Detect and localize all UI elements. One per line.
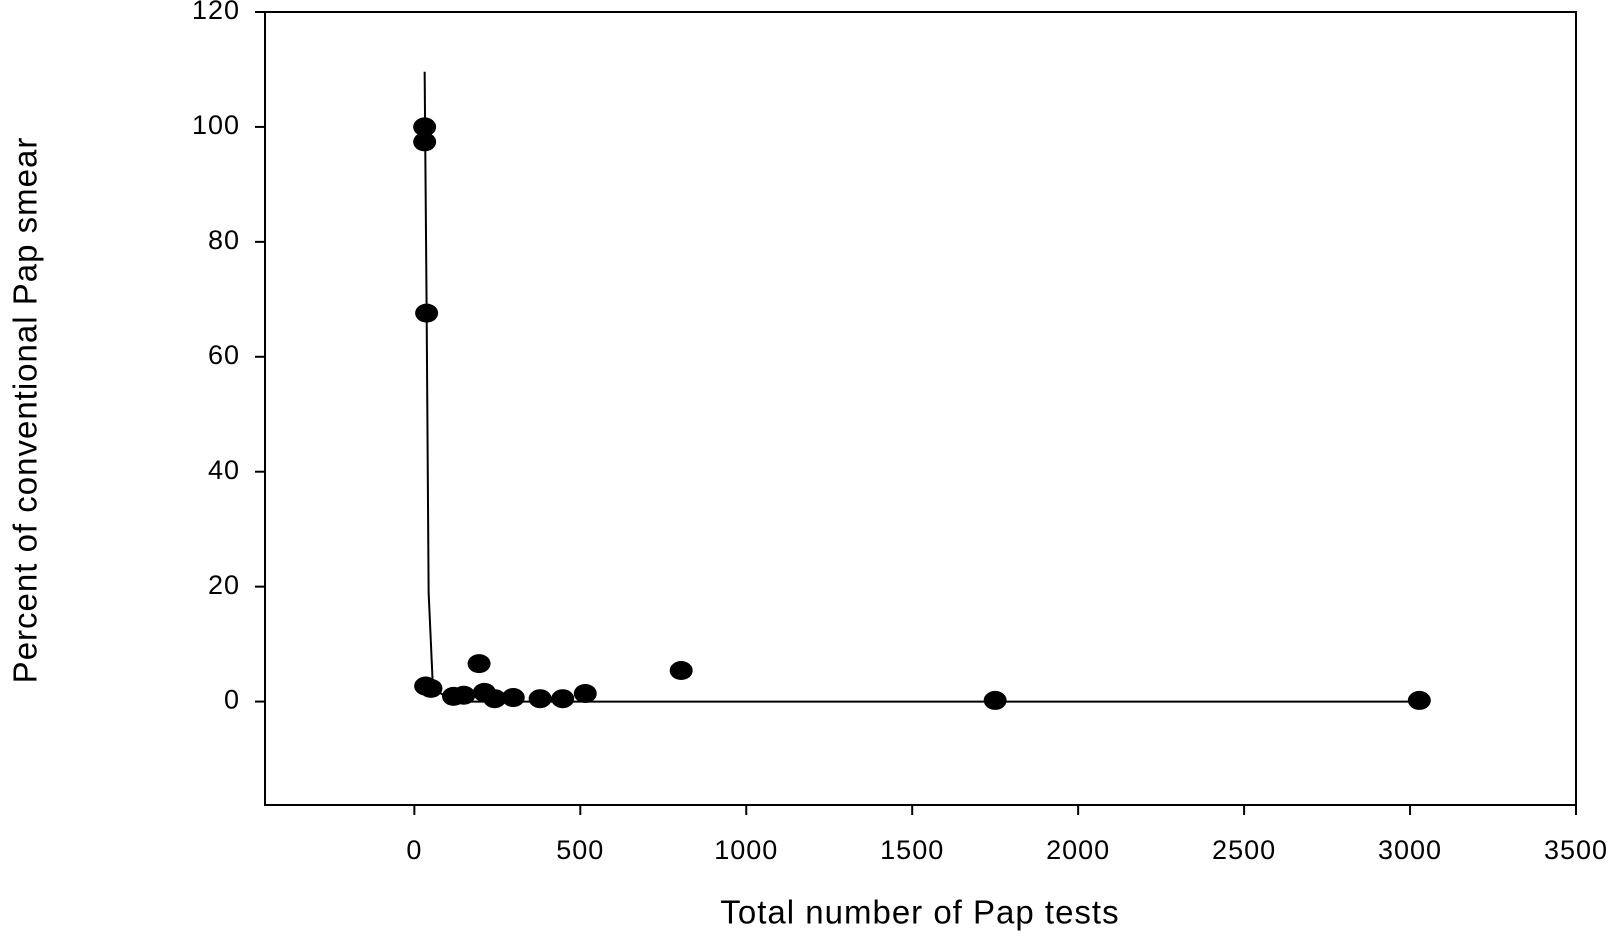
y-tick-label: 60 <box>208 340 240 370</box>
data-point <box>452 685 476 705</box>
data-point <box>415 303 439 323</box>
data-point <box>1407 690 1431 710</box>
y-tick-label: 20 <box>208 570 240 600</box>
x-axis-title: Total number of Pap tests <box>720 894 1119 931</box>
x-tick-label: 3500 <box>1544 835 1608 865</box>
x-tick-label: 3000 <box>1378 835 1442 865</box>
data-point <box>669 661 693 681</box>
data-point <box>528 689 552 709</box>
data-point <box>501 688 525 708</box>
data-point <box>419 678 443 698</box>
x-tick-label: 1000 <box>714 835 778 865</box>
x-tick-label: 0 <box>406 835 422 865</box>
data-point <box>467 654 491 674</box>
plot-frame <box>264 11 1577 806</box>
y-tick-label: 40 <box>208 455 240 485</box>
data-point <box>983 690 1007 710</box>
x-tick-label: 2500 <box>1212 835 1276 865</box>
x-tick-label: 1500 <box>880 835 944 865</box>
data-point <box>573 684 597 704</box>
y-tick-label: 0 <box>224 685 240 715</box>
data-point <box>483 689 507 709</box>
y-axis-title: Percent of conventional Pap smear <box>7 137 44 684</box>
data-point <box>551 689 575 709</box>
x-tick-label: 2000 <box>1046 835 1110 865</box>
y-tick-label: 100 <box>192 110 240 140</box>
fit-line <box>423 71 1420 703</box>
y-tick-label: 80 <box>208 225 240 255</box>
data-point <box>413 132 437 152</box>
data-point <box>413 117 437 137</box>
x-tick-label: 500 <box>556 835 604 865</box>
y-tick-label: 120 <box>192 0 240 25</box>
